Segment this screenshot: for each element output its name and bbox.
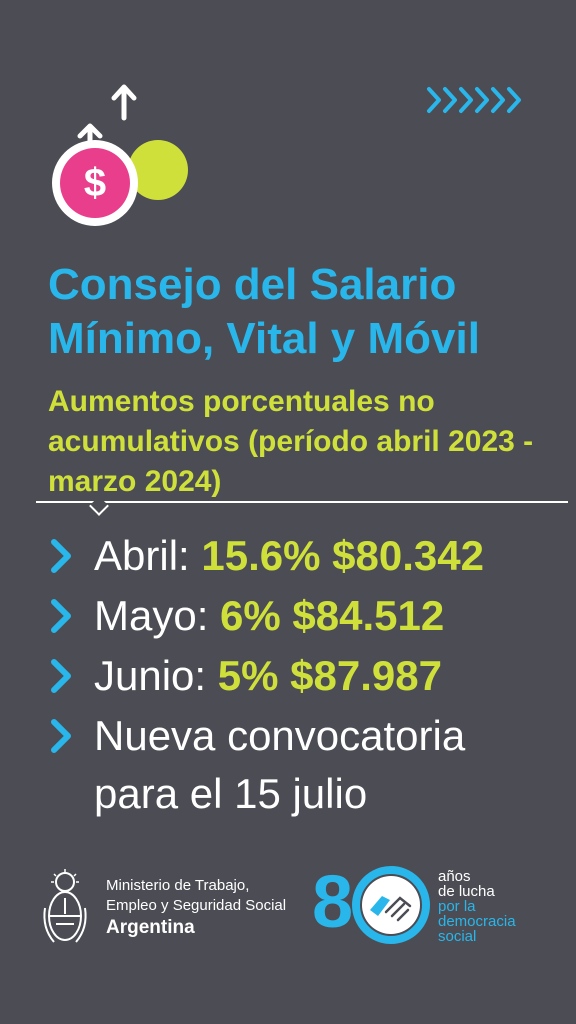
chevron-right-icon <box>51 659 71 693</box>
anniversary-text-4: democracia <box>438 912 516 930</box>
ministry-name-line-2: Empleo y Seguridad Social <box>106 897 287 914</box>
handshake-icon <box>352 866 430 944</box>
list-item: Abril: 15.6% $80.342 <box>48 532 484 580</box>
divider <box>36 501 568 503</box>
list-item: Nueva convocatoria <box>48 712 465 760</box>
coat-of-arms-icon <box>43 869 87 943</box>
chevron-right-icon <box>51 719 71 753</box>
anniversary-text-1: años <box>438 867 471 885</box>
increase-value: 5% $87.987 <box>217 652 442 699</box>
ministry-name-line-1: Ministerio de Trabajo, <box>106 877 250 894</box>
ministry-logo: Ministerio de Trabajo, Empleo y Segurida… <box>40 868 286 948</box>
note-line-1: Nueva convocatoria <box>94 712 466 759</box>
note-line-2: para el 15 julio <box>94 770 368 817</box>
dollar-coin-icon: $ <box>52 140 138 226</box>
chevron-right-icon <box>427 87 521 113</box>
salary-increase-illustration: $ <box>40 70 200 240</box>
chevron-right-icon <box>51 599 71 633</box>
list-item: Mayo: 6% $84.512 <box>48 592 444 640</box>
page-title: Consejo del Salario Mínimo, Vital y Móvi… <box>48 260 480 363</box>
ministry-country: Argentina <box>106 917 195 938</box>
anniversary-text-5: social <box>438 927 477 945</box>
month-label: Junio: <box>94 652 207 699</box>
month-label: Abril: <box>94 532 190 579</box>
anniversary-text-3: por la <box>438 897 476 915</box>
increase-value: 6% $84.512 <box>220 592 445 639</box>
anniversary-number: 8 <box>312 860 354 943</box>
lime-circle-decoration <box>128 140 188 200</box>
chevron-right-icon <box>51 539 71 573</box>
page-subtitle: Aumentos porcentuales no acumulativos (p… <box>48 385 534 498</box>
increase-value: 15.6% $80.342 <box>201 532 484 579</box>
anniversary-text-2: de lucha <box>438 882 495 900</box>
month-label: Mayo: <box>94 592 209 639</box>
anniversary-logo: 8 años de lucha por la democracia social <box>312 862 516 946</box>
list-item: Junio: 5% $87.987 <box>48 652 442 700</box>
arrow-up-icon <box>77 84 137 145</box>
